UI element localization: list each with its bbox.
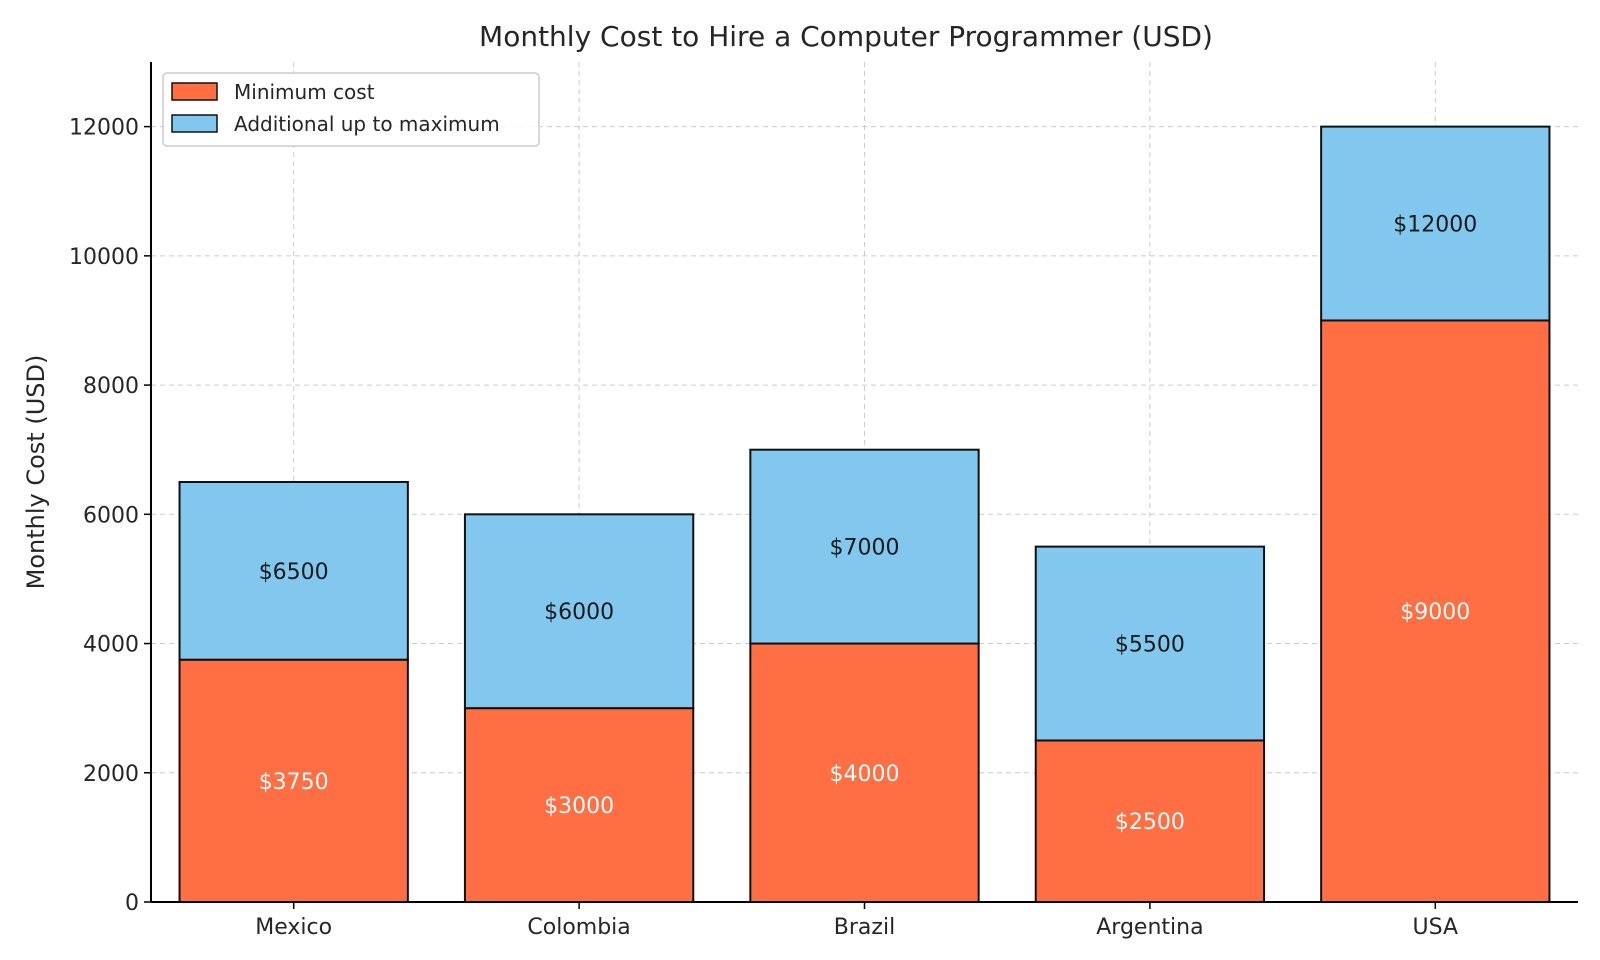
y-tick-label: 6000 <box>83 503 139 528</box>
x-tick-label: Colombia <box>527 915 630 940</box>
y-tick-label: 12000 <box>69 116 139 141</box>
legend-label: Additional up to maximum <box>234 112 500 136</box>
bar-mexico-minimum <box>178 658 409 904</box>
data-label: $5500 <box>1115 633 1185 658</box>
legend-box <box>162 72 540 147</box>
x-tick-label: Argentina <box>1096 915 1203 940</box>
data-label: $7000 <box>830 536 900 561</box>
y-tick-label: 2000 <box>83 762 139 787</box>
bar-colombia-additional <box>463 513 695 710</box>
y-tick-label: 10000 <box>69 245 139 270</box>
data-label: $3750 <box>259 770 329 795</box>
tick-labels: 0 2000 4000 6000 8000 10000 12000 Mexico Colombi… <box>69 116 1458 940</box>
data-labels: $3750 $6500 $3000 $6000 $4000 $7000 $2500 $5500… <box>259 213 1478 836</box>
y-tick-label: 8000 <box>83 374 139 399</box>
bar-usa-minimum <box>1320 319 1551 903</box>
bar-argentina-additional <box>1034 545 1266 742</box>
x-tick-label: Mexico <box>255 915 332 940</box>
bar-mexico-additional <box>178 481 409 661</box>
data-label: $4000 <box>830 762 900 787</box>
data-label: $2500 <box>1115 810 1185 835</box>
x-tick-label: Brazil <box>834 915 895 940</box>
bar-brazil-additional <box>749 448 980 645</box>
bar-colombia-minimum <box>463 707 695 904</box>
bars <box>178 125 1551 904</box>
y-tick-label: 4000 <box>83 633 139 658</box>
legend-swatch <box>171 82 218 101</box>
chart-title: Monthly Cost to Hire a Computer Programm… <box>479 20 1213 53</box>
data-label: $6500 <box>259 560 329 585</box>
x-tick-label: USA <box>1413 915 1459 940</box>
legend-swatch <box>171 114 218 133</box>
data-label: $12000 <box>1393 213 1477 238</box>
y-axis-label: Monthly Cost (USD) <box>22 355 50 590</box>
legend-label: Minimum cost <box>234 80 375 104</box>
bar-usa-additional <box>1320 125 1551 322</box>
data-label: $3000 <box>544 794 614 819</box>
data-label: $9000 <box>1400 600 1470 625</box>
y-tick-label: 0 <box>125 891 139 916</box>
legend: Minimum cost Additional up to maximum <box>162 72 540 147</box>
data-label: $6000 <box>544 600 614 625</box>
